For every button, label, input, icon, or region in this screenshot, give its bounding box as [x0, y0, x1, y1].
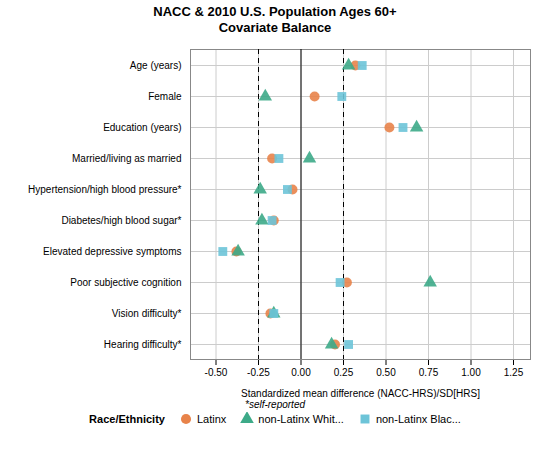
html-text:Latinx: Latinx	[196, 412, 227, 425]
svg-text:Married/living as married: Married/living as married	[72, 152, 181, 163]
svg-text:Female: Female	[148, 90, 182, 101]
svg-text:0.75: 0.75	[419, 366, 439, 377]
svg-text:0.25: 0.25	[334, 366, 354, 377]
svg-text:Standardized mean difference (: Standardized mean difference (NACC-HRS)/…	[241, 387, 480, 398]
svg-text:Diabetes/high blood sugar*: Diabetes/high blood sugar*	[61, 214, 181, 225]
html-text:NACC & 2010 U.S. Population Ag: NACC & 2010 U.S. Population Ages 60+ Cov…	[153, 4, 397, 36]
svg-text:Hearing difficulty*: Hearing difficulty*	[104, 338, 182, 349]
svg-text:Age (years): Age (years)	[130, 59, 182, 70]
svg-text:Education (years): Education (years)	[103, 121, 181, 132]
svg-text:-0.25: -0.25	[247, 366, 270, 377]
svg-text:0.50: 0.50	[376, 366, 396, 377]
svg-text:Poor subjective cognition: Poor subjective cognition	[70, 276, 181, 287]
html-text:non-Latinx Blac...: non-Latinx Blac...	[375, 412, 461, 425]
svg-text:Hypertension/high blood pressu: Hypertension/high blood pressure*	[28, 183, 182, 194]
svg-text:1.25: 1.25	[504, 366, 524, 377]
html-text:Race/Ethnicity: Race/Ethnicity	[89, 412, 165, 425]
html-text:*self-reported: *self-reported	[245, 398, 305, 410]
svg-text:1.00: 1.00	[461, 366, 481, 377]
svg-text:Vision difficulty*: Vision difficulty*	[112, 307, 182, 318]
svg-text:-0.50: -0.50	[205, 366, 228, 377]
svg-text:0.00: 0.00	[291, 366, 311, 377]
svg-text:Elevated depressive symptoms: Elevated depressive symptoms	[43, 245, 181, 256]
html-text:non-Latinx Whit...: non-Latinx Whit...	[258, 412, 344, 425]
